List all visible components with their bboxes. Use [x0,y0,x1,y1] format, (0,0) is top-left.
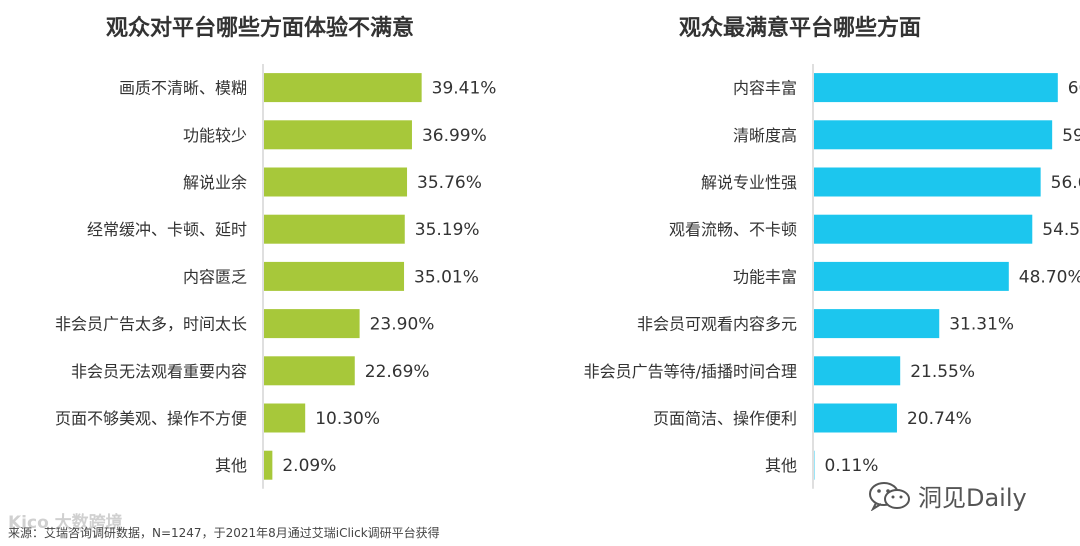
watermark-brand-label: 洞见Daily [918,484,1027,512]
bar [264,167,408,197]
watermark-brand: 洞见Daily [868,478,1027,513]
data-label: 35.76% [417,173,482,193]
data-label: 60.95% [1068,79,1080,99]
bar [814,120,1053,150]
bar [264,73,422,103]
data-label: 35.19% [415,220,480,240]
category-label: 经常缓冲、卡顿、延时 [87,220,247,239]
category-label: 清晰度高 [733,126,797,145]
category-label: 功能丰富 [733,267,797,286]
category-label: 解说专业性强 [701,173,797,192]
category-label: 非会员广告等待/插播时间合理 [584,362,797,381]
bar [264,261,405,291]
category-label: 页面简洁、操作便利 [653,409,797,428]
data-label: 54.57% [1042,220,1080,240]
data-label: 20.74% [907,409,972,429]
chart-satisfaction: 观众最满意平台哪些方面 内容丰富 60.95% 清晰度高 59.54% 解说专业性强 56… [540,0,1080,500]
category-label: 解说业余 [183,173,247,192]
bar [814,309,940,339]
bar [264,450,273,480]
chart-plot-area: 画质不清晰、模糊 39.41% 功能较少 36.99% 解说业余 35.76% 经常缓冲、卡… [55,64,497,489]
data-label: 56.66% [1051,173,1080,193]
chart-title: 观众最满意平台哪些方面 [678,16,921,41]
watermark-text: Kico 大数跨境 [8,513,123,533]
category-label: 页面不够美观、操作不方便 [55,409,247,428]
wechat-icon [869,481,910,511]
bar [264,309,360,339]
data-label: 10.30% [315,409,380,429]
bar [814,261,1009,291]
bar [264,356,355,386]
category-label: 功能较少 [183,126,247,145]
bar [814,356,901,386]
data-label: 31.31% [949,315,1014,335]
bar [814,403,897,433]
bar [814,73,1058,103]
category-label: 其他 [215,456,247,475]
category-label: 观看流畅、不卡顿 [669,220,797,239]
chart-title: 观众对平台哪些方面体验不满意 [105,16,414,41]
bar [264,403,306,433]
data-label: 2.09% [282,456,336,476]
bar [264,120,412,150]
category-label: 内容丰富 [733,79,797,98]
chart-plot-area: 内容丰富 60.95% 清晰度高 59.54% 解说专业性强 56.66% 观看流畅、不卡顿… [584,64,1080,489]
category-label: 非会员广告太多，时间太长 [55,315,247,334]
category-label: 画质不清晰、模糊 [119,79,247,98]
data-label: 22.69% [365,362,430,382]
data-label: 59.54% [1062,126,1080,146]
data-label: 36.99% [422,126,487,146]
category-label: 其他 [765,456,797,475]
data-label: 39.41% [432,79,497,99]
category-label: 内容匮乏 [183,267,247,286]
chart-dissatisfaction: 观众对平台哪些方面体验不满意 画质不清晰、模糊 39.41% 功能较少 36.99% 解… [0,0,540,500]
data-label: 0.11% [824,456,878,476]
data-label: 48.70% [1019,267,1080,287]
data-label: 35.01% [414,267,479,287]
bar [264,214,405,244]
data-label: 21.55% [910,362,975,382]
source-note: 来源：艾瑞咨询调研数据，N=1247，于2021年8月通过艾瑞iClick调研平… [8,526,440,540]
bar [814,167,1041,197]
bar [814,214,1033,244]
data-label: 23.90% [370,315,435,335]
category-label: 非会员无法观看重要内容 [71,362,247,381]
category-label: 非会员可观看内容多元 [637,315,797,334]
